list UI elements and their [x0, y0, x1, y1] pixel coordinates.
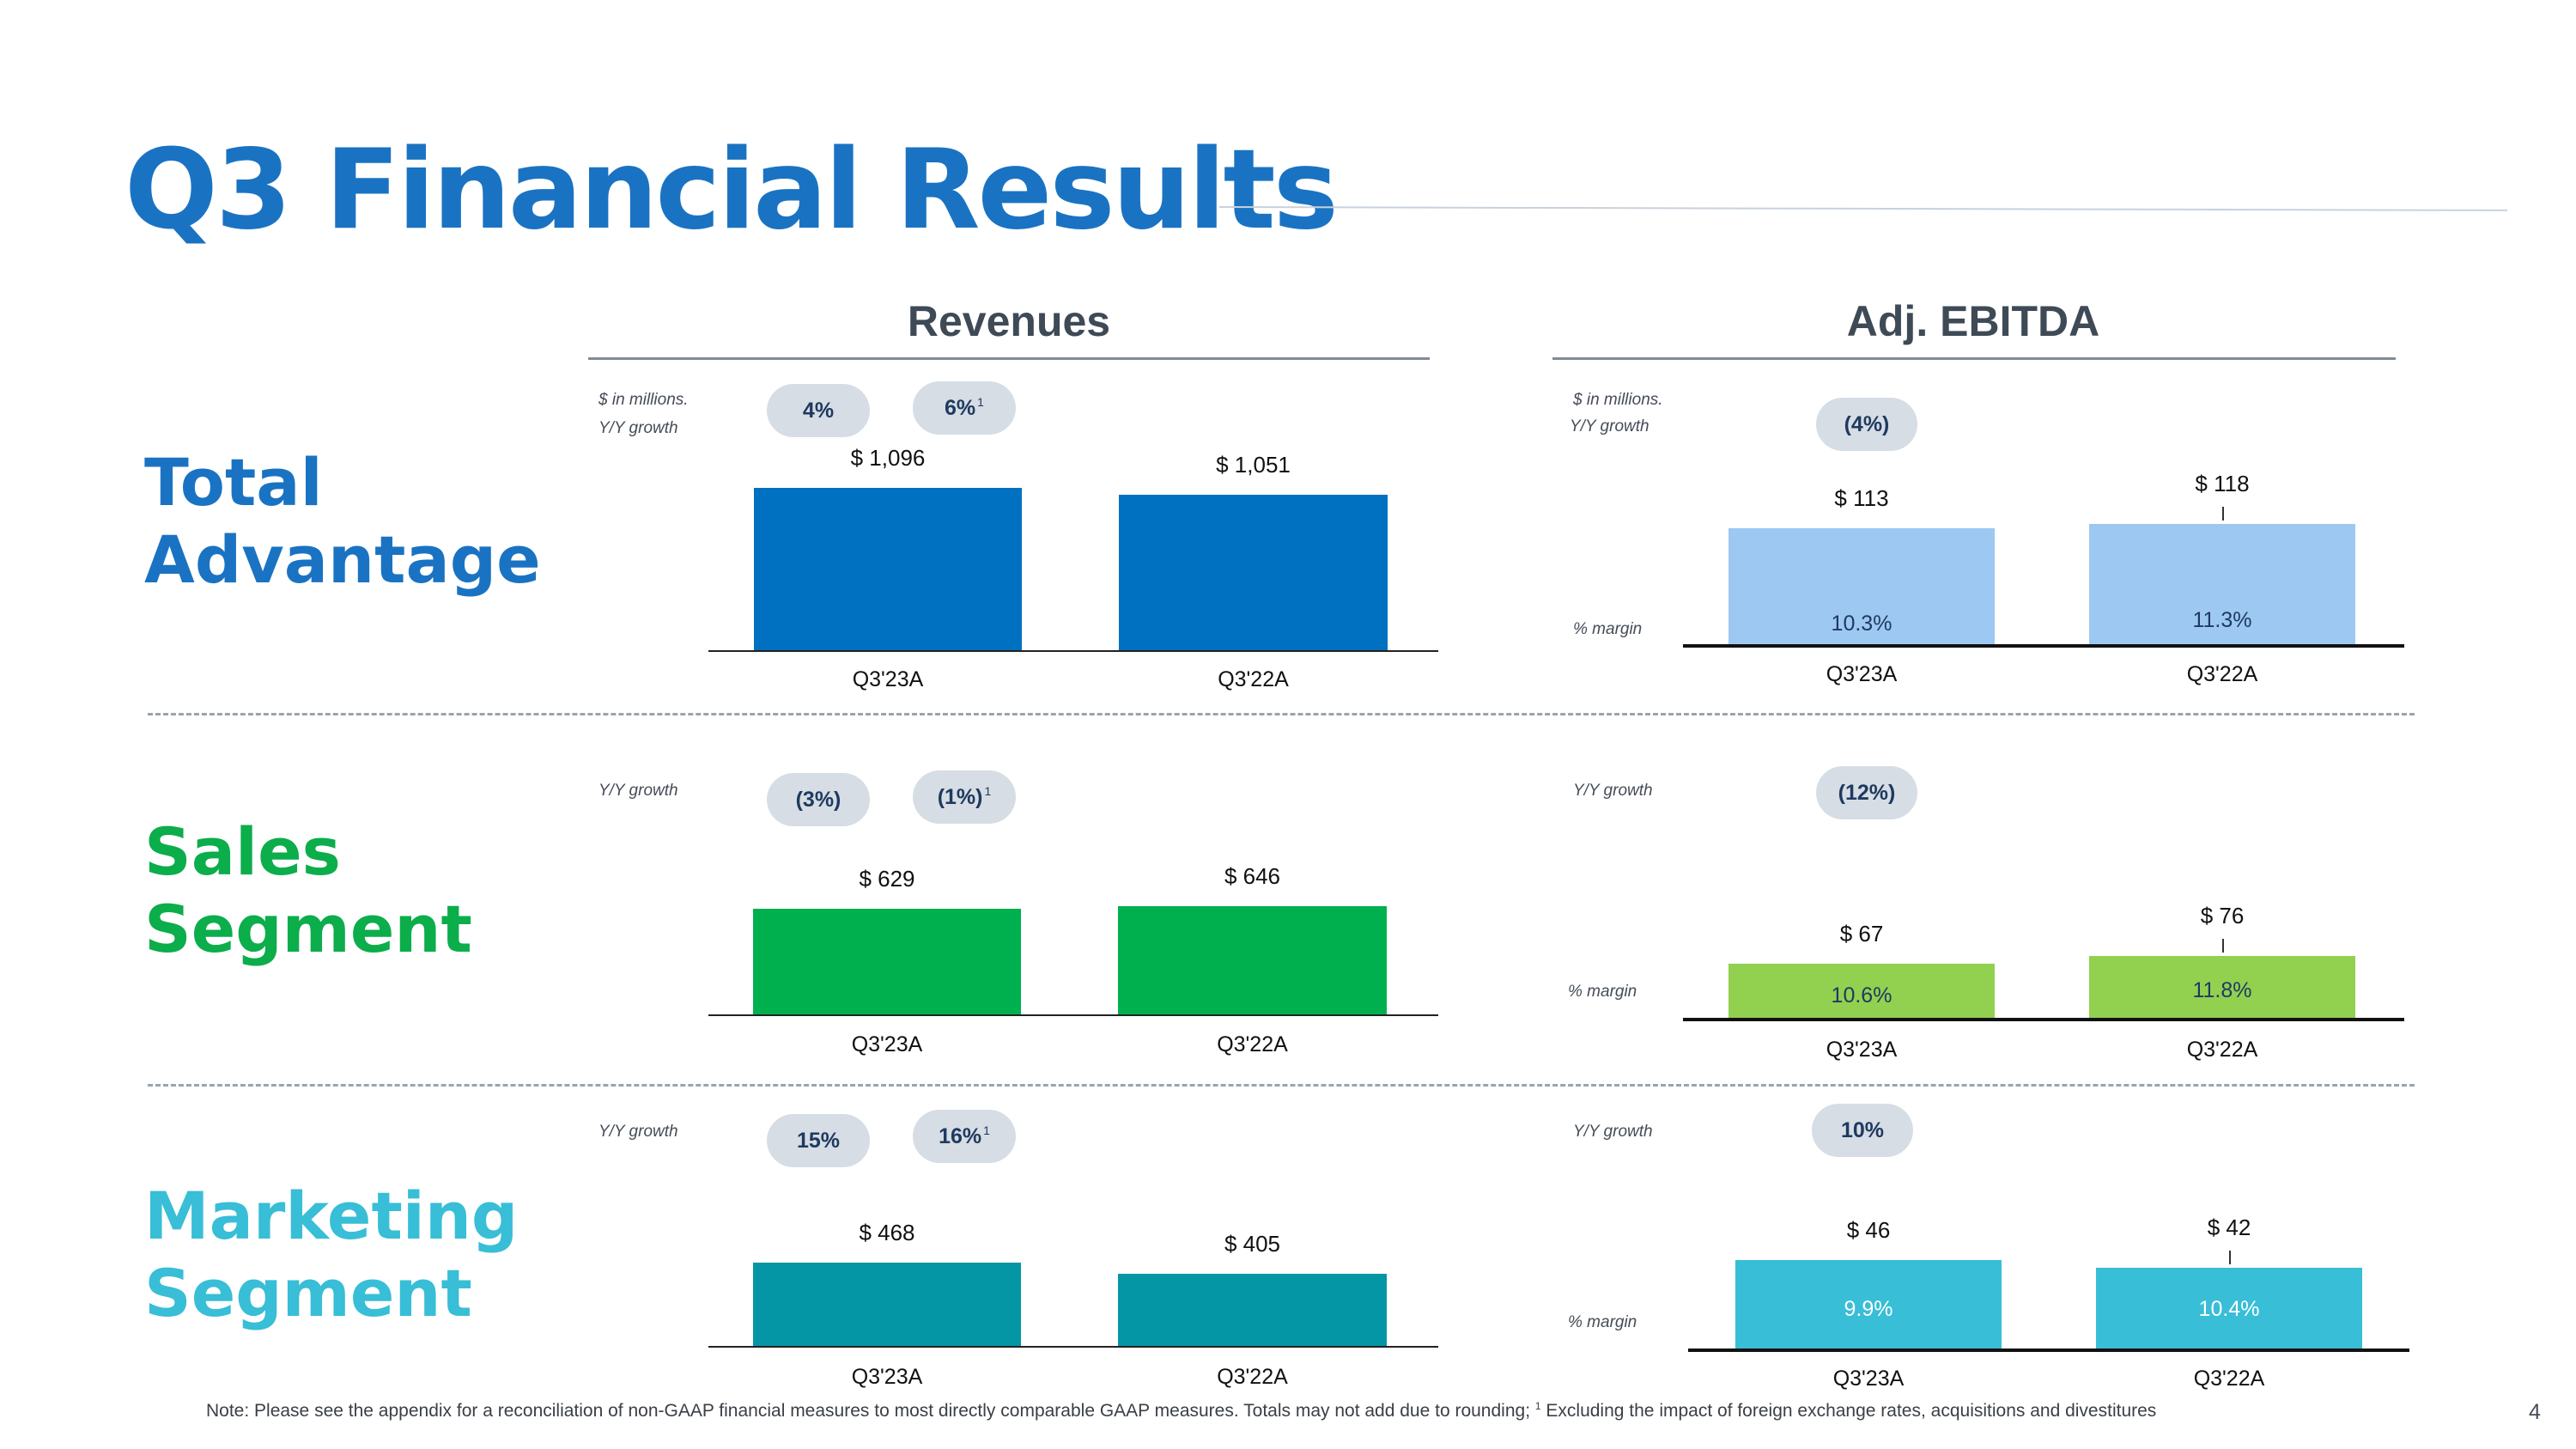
category-label: Q3'23A [1740, 1367, 1997, 1391]
yy-growth-label: Y/Y growth [1573, 782, 1653, 801]
chart-axis [1688, 1349, 2409, 1352]
category-label: Q3'22A [1124, 1032, 1382, 1057]
in-millions-label: $ in millions. [1573, 391, 1663, 410]
bar-value-label: $ 405 [1124, 1231, 1382, 1257]
segment-label-line1: Total [144, 444, 659, 521]
growth-pill: (4%) [1816, 398, 1917, 451]
category-label: Q3'22A [1124, 1365, 1382, 1390]
category-label: Q3'22A [2100, 1367, 2358, 1391]
growth-pill-fx: 6% 1 [913, 381, 1016, 435]
revenues-header: Revenues [588, 296, 1430, 346]
category-label: Q3'23A [1733, 1038, 1990, 1062]
bar-value-label: $ 113 [1733, 485, 1990, 512]
yy-growth-label: Y/Y growth [598, 419, 678, 438]
chart-bar [1118, 906, 1387, 1014]
growth-pill: 15% [767, 1114, 870, 1167]
chart-bar [1119, 495, 1388, 650]
segment-divider [148, 713, 2415, 715]
margin-label: % margin [1568, 1313, 1637, 1332]
bar-value-label: $ 46 [1740, 1217, 1997, 1244]
page-title: Q3 Financial Results [125, 136, 1336, 246]
bar-value-label: $ 646 [1124, 863, 1382, 890]
growth-pill: (3%) [767, 773, 870, 826]
bar-value-label: $ 1,051 [1125, 452, 1382, 478]
yy-growth-label: Y/Y growth [598, 782, 678, 801]
segment-label-sales: Sales Segment [144, 813, 659, 968]
growth-pill-fx: 16% 1 [913, 1110, 1016, 1163]
leader-tick [2222, 939, 2224, 953]
ebitda-header: Adj. EBITDA [1552, 296, 2394, 346]
ebitda-header-rule [1552, 357, 2396, 360]
bar-value-label: $ 76 [2093, 903, 2351, 929]
growth-pill: 4% [767, 384, 870, 437]
page-number: 4 [2529, 1400, 2541, 1425]
chart-bar [1118, 1274, 1387, 1346]
margin-value: 9.9% [1740, 1297, 1997, 1322]
category-label: Q3'22A [1125, 667, 1382, 692]
category-label: Q3'23A [758, 1365, 1016, 1390]
category-label: Q3'22A [2093, 1038, 2351, 1062]
bar-value-label: $ 468 [758, 1220, 1016, 1246]
growth-pill-fx: (1%) 1 [913, 770, 1016, 824]
segment-label-line2: Advantage [144, 521, 659, 599]
category-label: Q3'23A [759, 667, 1017, 692]
category-label: Q3'23A [758, 1032, 1016, 1057]
segment-label-total: Total Advantage [144, 444, 659, 599]
category-label: Q3'23A [1733, 662, 1990, 687]
bar-value-label: $ 67 [1733, 921, 1990, 947]
bar-value-label: $ 629 [758, 866, 1016, 892]
growth-pill: 10% [1812, 1104, 1913, 1157]
margin-value: 10.4% [2100, 1297, 2358, 1322]
margin-value: 10.3% [1733, 612, 1990, 636]
margin-label: % margin [1573, 620, 1642, 639]
yy-growth-label: Y/Y growth [1573, 1123, 1653, 1142]
chart-axis [708, 1014, 1438, 1016]
margin-label: % margin [1568, 983, 1637, 1002]
chart-axis [708, 650, 1438, 652]
segment-label-line2: Segment [144, 891, 659, 968]
footnote: Note: Please see the appendix for a reco… [206, 1400, 2156, 1422]
revenues-header-rule [588, 357, 1430, 360]
chart-axis [1683, 1018, 2404, 1021]
title-rule [1219, 206, 2507, 211]
bar-value-label: $ 42 [2100, 1215, 2358, 1241]
bar-value-label: $ 1,096 [759, 445, 1017, 472]
chart-axis [708, 1346, 1438, 1348]
chart-axis [1683, 644, 2404, 648]
chart-bar [754, 488, 1022, 650]
margin-value: 10.6% [1733, 983, 1990, 1008]
leader-tick [2229, 1251, 2231, 1264]
growth-pill: (12%) [1816, 766, 1917, 819]
leader-tick [2222, 507, 2224, 521]
yy-growth-label: Y/Y growth [598, 1123, 678, 1142]
segment-label-line2: Segment [144, 1255, 659, 1332]
segment-label-line1: Marketing [144, 1178, 659, 1255]
in-millions-label: $ in millions. [598, 391, 689, 410]
margin-value: 11.3% [2093, 608, 2351, 633]
yy-growth-label: Y/Y growth [1570, 417, 1649, 436]
segment-divider [148, 1084, 2415, 1087]
chart-bar [753, 1263, 1021, 1346]
segment-label-line1: Sales [144, 813, 659, 891]
category-label: Q3'22A [2093, 662, 2351, 687]
chart-bar [753, 909, 1021, 1014]
margin-value: 11.8% [2093, 978, 2351, 1003]
bar-value-label: $ 118 [2093, 471, 2351, 497]
segment-label-marketing: Marketing Segment [144, 1178, 659, 1332]
